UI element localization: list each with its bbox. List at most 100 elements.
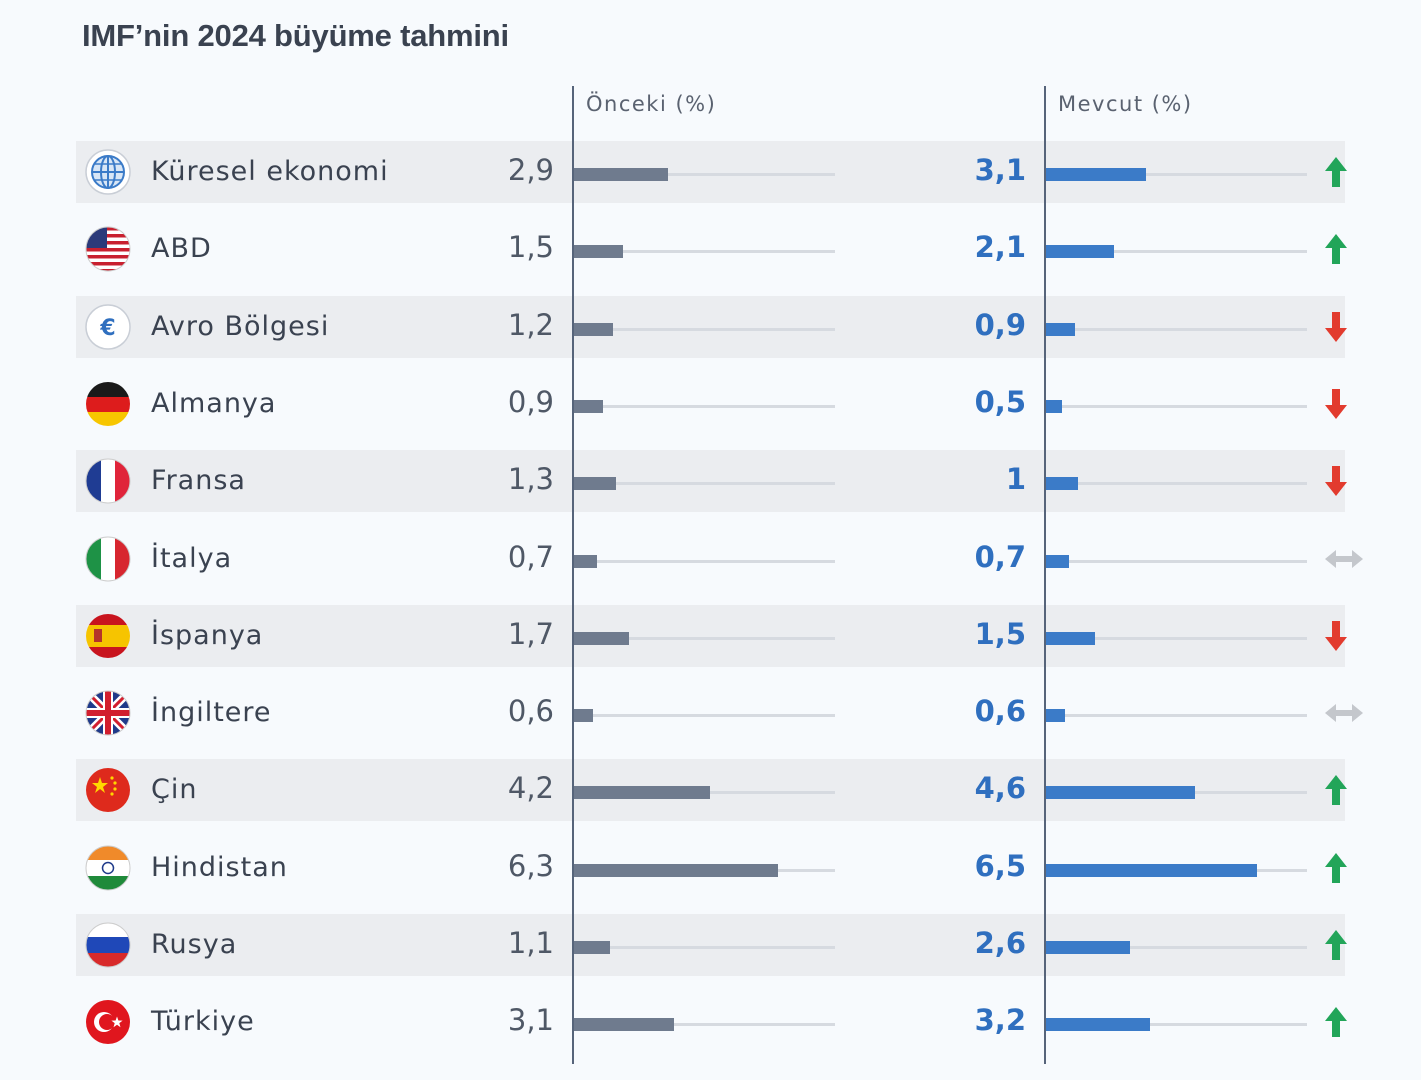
previous-value-label: 0,9 [507,384,554,419]
current-value-label: 6,5 [974,848,1026,883]
previous-value-label: 1,2 [507,307,554,342]
previous-column-header: Önceki (%) [586,92,717,116]
current-axis-line [1044,86,1046,1064]
italy-flag-icon [85,536,131,582]
category-label: Küresel ekonomi [151,156,389,187]
current-bar-track [1046,173,1308,176]
arrow-up-icon [1325,157,1347,187]
current-value-label: 4,6 [974,771,1026,806]
current-bar [1046,399,1063,413]
category-label: Rusya [151,929,238,960]
previous-value-label: 0,7 [507,539,554,574]
previous-bar [574,1018,675,1032]
current-bar [1046,168,1147,181]
arrow-down-icon [1325,466,1347,497]
chart-row-turkiye: Türkiye 3,1 3,2 [76,991,1347,1053]
previous-value-label: 3,1 [507,1003,554,1038]
category-label: Fransa [151,465,246,497]
chart-row-avro-bolgesi: € Avro Bölgesi 1,2 0,9 [76,295,1347,358]
current-bar [1046,863,1257,877]
previous-bar [574,554,597,568]
category-label: İtalya [151,542,233,574]
current-value-label: 1,5 [974,616,1026,651]
arrow-up-icon [1325,930,1347,960]
previous-bar [574,399,604,413]
arrow-left-right-icon [1325,544,1363,574]
chart-row-italya: İtalya 0,7 0,7 [76,528,1363,590]
previous-value-label: 0,6 [507,694,554,729]
euro-icon: € [85,303,131,350]
arrow-down-icon [1325,311,1347,342]
current-bar-track [1046,482,1308,486]
previous-bar-track [574,482,836,486]
current-value-label: 2,6 [974,926,1026,960]
chart-row-almanya: Almanya 0,9 0,5 [76,373,1347,435]
arrow-down-icon [1325,388,1347,419]
current-bar-track [1046,327,1308,331]
category-label: Almanya [151,387,277,419]
current-bar-track [1046,559,1308,563]
arrow-up-icon [1325,234,1347,265]
previous-value-label: 1,1 [507,926,554,960]
category-label: Avro Bölgesi [151,310,330,342]
globe-icon [85,149,131,195]
current-value-label: 3,1 [974,153,1026,187]
category-label: İspanya [151,619,264,651]
category-label: Çin [151,774,198,806]
current-value-label: 0,5 [974,384,1026,419]
previous-value-label: 4,2 [507,771,554,806]
arrow-up-icon [1325,775,1347,806]
previous-bar-track [574,946,836,949]
arrow-up-icon [1325,1007,1347,1038]
category-label: Türkiye [151,1006,255,1038]
current-value-label: 2,1 [974,230,1026,265]
current-value-label: 0,7 [974,539,1026,574]
previous-value-label: 1,7 [507,616,554,651]
current-bar [1046,1018,1150,1032]
current-value-label: 0,6 [974,694,1026,729]
current-bar [1046,554,1069,568]
previous-value-label: 1,3 [507,462,554,497]
spain-flag-icon [85,613,131,659]
russia-flag-icon [85,922,131,968]
current-value-label: 3,2 [974,1003,1026,1038]
china-flag-icon [85,767,131,813]
arrow-down-icon [1325,620,1347,651]
previous-axis-line [572,86,574,1064]
previous-bar [574,245,623,259]
chart-row-rusya: Rusya 1,1 2,6 [76,914,1347,976]
previous-bar [574,477,617,491]
chart-row-ingiltere: İngiltere 0,6 0,6 [76,682,1363,744]
chart-row-abd: ABD 1,5 2,1 [76,218,1347,280]
current-bar-track [1046,250,1308,254]
previous-bar [574,863,779,877]
current-bar-track [1046,714,1308,718]
current-bar [1046,477,1079,491]
current-bar-track [1046,636,1308,640]
france-flag-icon [85,458,131,504]
current-value-label: 1 [1005,462,1026,497]
chart-row-kuresel-ekonomi: Küresel ekonomi 2,9 3,1 [76,141,1347,203]
current-column-header: Mevcut (%) [1058,92,1193,116]
current-value-label: 0,9 [974,307,1026,342]
chart-title: IMF’nin 2024 büyüme tahmini [82,18,509,53]
svg-text:€: € [99,316,115,341]
current-bar-track [1046,946,1308,949]
previous-bar [574,941,610,954]
previous-bar [574,631,630,645]
previous-bar-track [574,714,836,718]
turkey-flag-icon [85,999,131,1045]
current-bar [1046,786,1196,800]
previous-bar-track [574,173,836,176]
previous-bar [574,322,613,336]
category-label: ABD [151,233,212,265]
category-label: İngiltere [151,697,272,729]
previous-value-label: 6,3 [507,848,554,883]
current-bar [1046,631,1095,645]
chart-row-ispanya: İspanya 1,7 1,5 [76,604,1347,667]
previous-bar-track [574,559,836,563]
germany-flag-icon [85,381,131,427]
chart-row-hindistan: Hindistan 6,3 6,5 [76,837,1347,899]
previous-bar-track [574,250,836,254]
category-label: Hindistan [151,851,288,883]
